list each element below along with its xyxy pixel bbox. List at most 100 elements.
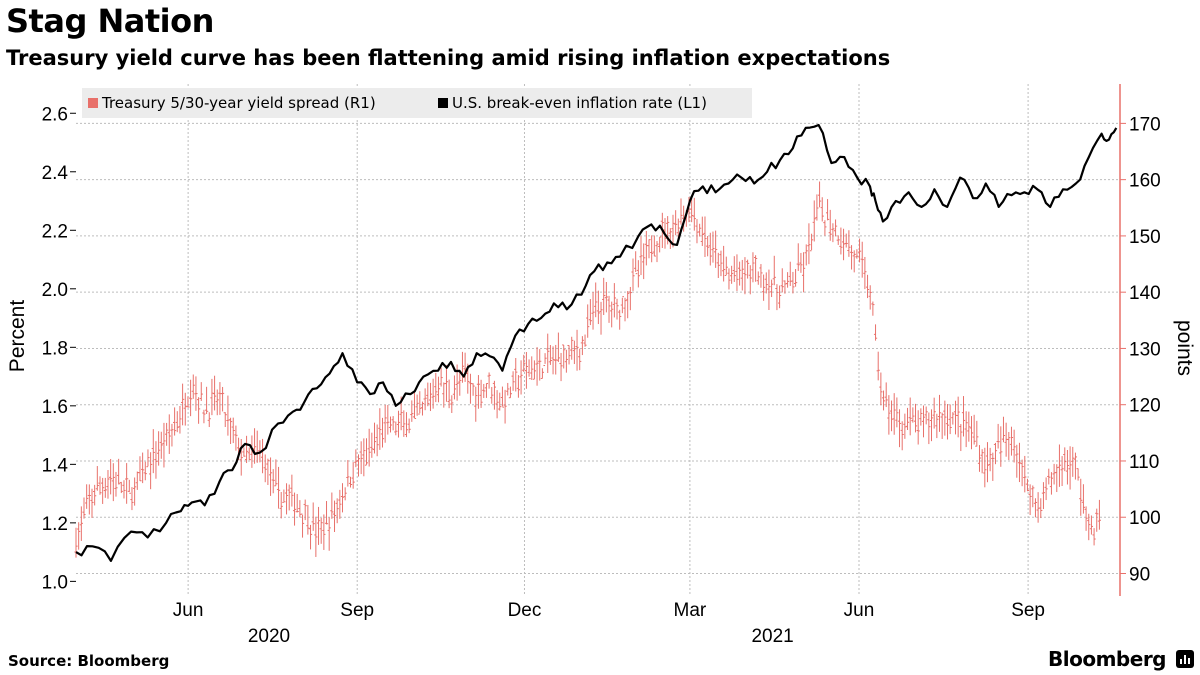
spread-bar bbox=[282, 489, 286, 503]
spread-bar bbox=[306, 504, 310, 535]
spread-bar bbox=[655, 240, 659, 263]
spread-bar bbox=[370, 432, 374, 458]
spread-bar bbox=[1052, 463, 1056, 485]
spread-bar bbox=[839, 227, 843, 255]
spread-bar bbox=[538, 349, 542, 381]
spread-bar bbox=[812, 200, 816, 242]
spread-bar bbox=[284, 483, 289, 515]
spread-bar bbox=[607, 295, 611, 323]
spread-bar bbox=[897, 409, 902, 448]
spread-bar bbox=[759, 264, 763, 288]
spread-bar bbox=[788, 261, 792, 286]
spread-bar bbox=[119, 481, 123, 494]
spread-bar bbox=[1049, 472, 1054, 495]
spread-bar bbox=[911, 407, 915, 423]
spread-bar bbox=[793, 268, 798, 287]
spread-bar bbox=[929, 409, 934, 442]
spread-bar bbox=[298, 500, 302, 518]
spread-bar bbox=[961, 396, 966, 437]
spread-bar bbox=[450, 395, 454, 414]
spread-bar bbox=[300, 513, 305, 538]
spread-bar bbox=[167, 414, 171, 454]
spread-bar bbox=[732, 256, 736, 282]
spread-bar bbox=[690, 196, 694, 223]
spread-bar bbox=[748, 265, 752, 295]
spread-bar bbox=[87, 484, 91, 515]
bloomberg-bars-icon bbox=[1176, 650, 1194, 668]
spread-bar bbox=[719, 250, 723, 277]
spread-bar bbox=[556, 332, 560, 362]
spread-bar bbox=[578, 348, 582, 371]
spread-bar bbox=[1068, 446, 1072, 490]
spread-bar bbox=[442, 382, 446, 408]
spread-bar bbox=[98, 476, 102, 495]
spread-bar bbox=[708, 232, 712, 266]
spread-bar bbox=[133, 477, 137, 506]
spread-bar bbox=[951, 412, 955, 425]
spread-bar bbox=[1039, 498, 1043, 519]
spread-bar bbox=[165, 422, 169, 446]
spread-bar bbox=[524, 352, 529, 389]
spread-bar bbox=[580, 336, 584, 356]
spread-bar bbox=[892, 393, 896, 435]
spread-bar bbox=[196, 397, 201, 424]
spread-bar bbox=[913, 403, 918, 433]
legend: Treasury 5/30-year yield spread (R1) U.S… bbox=[82, 88, 752, 118]
spread-bar bbox=[212, 375, 217, 411]
chart-subtitle: Treasury yield curve has been flattening… bbox=[6, 46, 891, 70]
spread-bar bbox=[122, 480, 126, 499]
spread-bar bbox=[295, 493, 299, 513]
spread-bar bbox=[1057, 444, 1062, 487]
spread-bar bbox=[146, 449, 150, 468]
spread-bar bbox=[452, 375, 457, 400]
spread-bar bbox=[396, 410, 401, 438]
spread-bar bbox=[833, 219, 838, 237]
spread-bar bbox=[1097, 499, 1102, 530]
spread-bar bbox=[828, 209, 832, 241]
spread-bar bbox=[127, 479, 131, 494]
spread-bar bbox=[975, 420, 979, 447]
spread-bar bbox=[194, 376, 198, 411]
brand-logo: Bloomberg bbox=[1048, 647, 1166, 671]
spread-bar bbox=[247, 447, 251, 461]
spread-bar bbox=[993, 442, 998, 465]
y-left-tick-label: 2.2 bbox=[42, 221, 68, 242]
spread-bar bbox=[218, 382, 222, 415]
spread-bar bbox=[820, 197, 824, 222]
spread-bar bbox=[921, 405, 926, 438]
spread-bar bbox=[865, 274, 870, 299]
spread-bar bbox=[940, 412, 944, 439]
spread-bar bbox=[751, 252, 755, 283]
y-right-tick-label: 150 bbox=[1129, 227, 1161, 248]
spread-bar bbox=[1025, 478, 1030, 492]
spread-bar bbox=[447, 379, 451, 409]
spread-bar bbox=[945, 404, 950, 440]
spread-bar bbox=[215, 389, 219, 416]
spread-bar bbox=[1036, 492, 1040, 523]
spread-bar bbox=[860, 241, 864, 278]
spread-bar bbox=[268, 457, 273, 496]
x-year-label: 2020 bbox=[248, 626, 290, 647]
spread-bar bbox=[988, 447, 992, 472]
spread-bar bbox=[141, 452, 145, 484]
spread-bar bbox=[879, 372, 883, 406]
spread-bar bbox=[967, 411, 971, 442]
spread-bar bbox=[618, 309, 622, 330]
y-left-tick-label: 1.8 bbox=[42, 338, 68, 359]
y-axis-right-label: Basis points bbox=[1173, 319, 1200, 377]
spread-bar bbox=[876, 351, 880, 381]
spread-bar bbox=[436, 376, 441, 403]
spread-bar bbox=[996, 423, 1000, 449]
spread-bar bbox=[101, 477, 105, 504]
spread-bar bbox=[668, 228, 672, 249]
spread-bar bbox=[311, 502, 315, 531]
spread-bar bbox=[319, 517, 323, 544]
spread-bar bbox=[817, 181, 822, 208]
spread-bar bbox=[730, 265, 734, 284]
spread-bar bbox=[407, 418, 411, 434]
spread-bar bbox=[391, 416, 395, 431]
spread-bar bbox=[873, 324, 878, 341]
spread-bar bbox=[924, 406, 928, 425]
spread-bar bbox=[548, 345, 552, 365]
spread-bar bbox=[991, 452, 995, 481]
